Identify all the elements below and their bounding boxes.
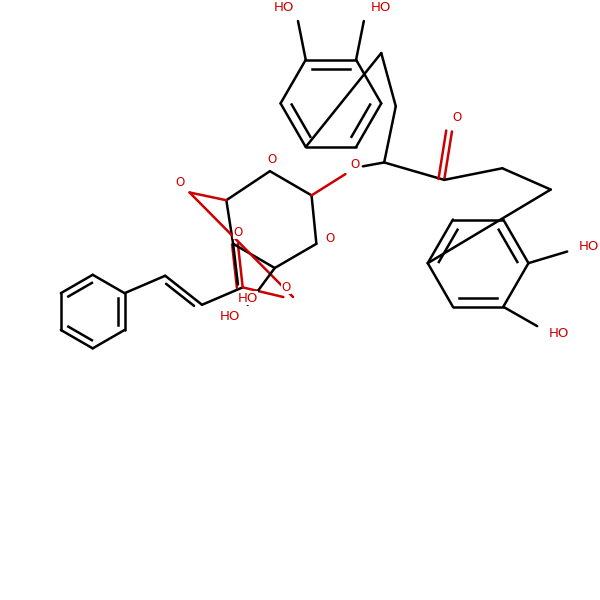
Text: O: O <box>452 112 461 124</box>
Text: HO: HO <box>578 240 599 253</box>
Text: O: O <box>233 226 242 239</box>
Text: HO: HO <box>273 1 293 14</box>
Text: O: O <box>281 281 291 294</box>
Text: O: O <box>325 232 335 245</box>
Text: O: O <box>350 158 360 171</box>
Text: HO: HO <box>220 310 241 323</box>
Text: O: O <box>267 153 277 166</box>
Text: HO: HO <box>238 292 258 305</box>
Text: HO: HO <box>548 328 569 340</box>
Text: HO: HO <box>371 1 391 14</box>
Text: O: O <box>175 176 184 189</box>
